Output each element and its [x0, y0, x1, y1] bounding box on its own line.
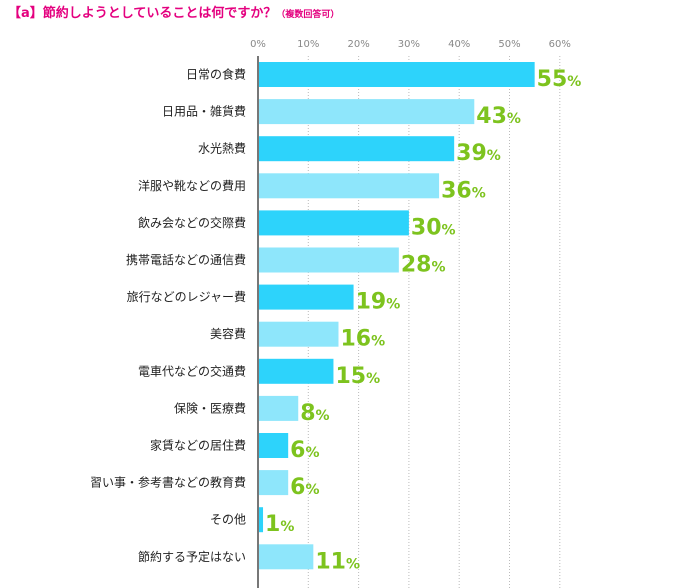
value-label: 1% — [265, 512, 294, 537]
value-label: 19% — [356, 290, 401, 315]
value-label: 28% — [401, 253, 446, 278]
bars — [258, 62, 535, 570]
category-label: 習い事・参考書などの教育費 — [90, 475, 246, 490]
category-label: 洋服や靴などの費用 — [138, 178, 246, 193]
category-label: 電車代などの交通費 — [138, 363, 246, 378]
value-label: 43% — [476, 104, 521, 129]
value-label: 11% — [315, 549, 360, 574]
value-label: 6% — [290, 438, 319, 463]
chart-title-main: 【a】節約しようとしていることは何ですか？ — [8, 6, 277, 21]
bar — [258, 284, 354, 310]
x-tick-label: 10% — [297, 39, 319, 50]
x-axis-ticks: 0% 10% 20% 30% 40% 50% 60% — [250, 39, 571, 50]
category-label: 家賃などの居住費 — [150, 438, 246, 453]
x-tick-label: 20% — [347, 39, 369, 50]
value-labels: 55% 43% 39% 36% 30% 28%19% 16% 15%8% 6% 6% 1% 11% — [265, 67, 581, 574]
category-label: 日常の食費 — [186, 67, 246, 82]
x-tick-label: 50% — [498, 39, 520, 50]
bar — [258, 136, 455, 162]
x-tick-label: 0% — [250, 39, 266, 50]
chart-title: 【a】節約しようとしていることは何ですか？（複数回答可） — [8, 2, 339, 21]
value-label: 30% — [411, 215, 456, 240]
chart-title-note: （複数回答可） — [276, 10, 340, 20]
category-label: 節約する予定はない — [138, 549, 246, 564]
bar — [258, 321, 339, 347]
bar — [258, 210, 409, 236]
category-labels: 日常の食費日用品・雑貨費水光熱費洋服や靴などの費用飲み会などの交際費携帯電話など… — [90, 67, 246, 564]
bar — [258, 173, 440, 199]
value-label: 55% — [537, 67, 582, 92]
bar — [258, 62, 535, 87]
bar — [258, 544, 314, 570]
value-label: 8% — [300, 401, 329, 426]
x-tick-label: 60% — [549, 39, 571, 50]
value-label: 6% — [290, 475, 319, 500]
category-label: 飲み会などの交際費 — [138, 215, 246, 230]
bar — [258, 470, 289, 496]
category-label: その他 — [210, 513, 246, 527]
grid-lines — [307, 56, 561, 588]
value-label: 15% — [335, 364, 380, 389]
category-label: 保険・医療費 — [174, 400, 246, 415]
category-label: 旅行などのレジャー費 — [127, 289, 246, 304]
category-label: 美容費 — [210, 326, 246, 341]
category-label: 水光熱費 — [198, 141, 246, 156]
category-label: 日用品・雑貨費 — [162, 104, 246, 119]
x-tick-label: 40% — [448, 39, 470, 50]
bar — [258, 395, 299, 421]
bar — [258, 433, 289, 458]
bar — [258, 358, 334, 384]
bar — [258, 99, 475, 125]
category-label: 携帯電話などの通信費 — [126, 252, 246, 267]
value-label: 36% — [441, 178, 486, 203]
value-label: 39% — [456, 141, 501, 166]
value-label: 16% — [340, 327, 385, 352]
bar — [258, 247, 399, 273]
bar — [258, 507, 264, 533]
x-tick-label: 30% — [398, 39, 420, 50]
